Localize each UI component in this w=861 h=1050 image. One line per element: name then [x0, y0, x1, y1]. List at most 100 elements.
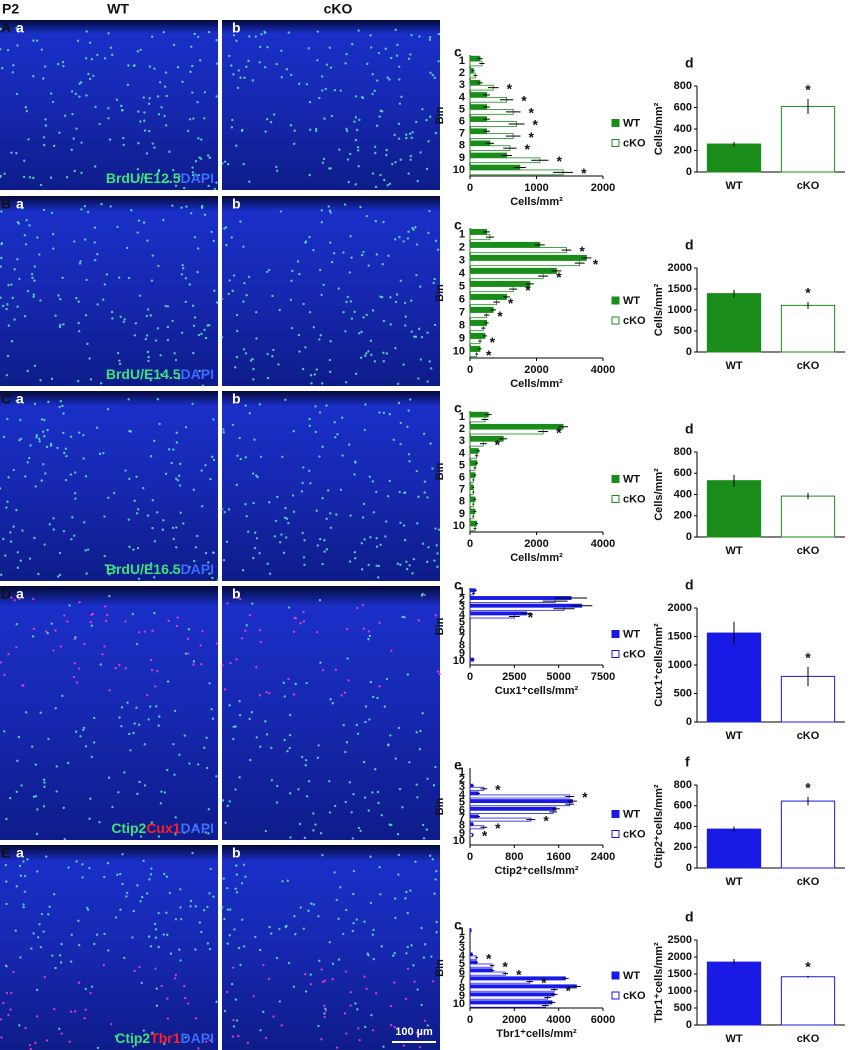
cell-dot: [228, 704, 231, 707]
cell-dot: [292, 630, 296, 633]
cell-dot: [12, 525, 15, 528]
cell-dot: [192, 663, 195, 666]
y-tick-label: 600: [674, 800, 692, 812]
stain-label: BrdU/E14.5DAPI: [106, 366, 214, 382]
cell-dot: [74, 497, 77, 500]
y-tick-label: 8: [459, 820, 465, 832]
cell-dot: [30, 272, 34, 276]
cell-dot: [426, 496, 429, 499]
cell-dot: [118, 716, 121, 719]
cell-dot: [239, 963, 242, 967]
cell-dot: [358, 118, 361, 122]
cell-dot: [300, 755, 304, 759]
cell-dot: [0, 265, 2, 268]
cell-dot: [146, 514, 150, 517]
cell-dot: [168, 150, 171, 153]
y-tick-label: 1500: [668, 630, 692, 642]
cell-dot: [280, 1024, 284, 1027]
cell-dot: [210, 707, 213, 711]
cell-dot: [85, 572, 88, 575]
legend-label: WT: [623, 117, 640, 129]
legend-swatch: [611, 495, 620, 503]
cell-dot: [163, 114, 166, 118]
cell-dot: [206, 905, 209, 909]
cell-dot: [419, 285, 422, 288]
cell-dot: [142, 96, 145, 99]
cell-dot: [105, 273, 109, 276]
cell-dot: [207, 30, 211, 34]
cell-dot: [185, 205, 188, 208]
cell-dot: [226, 602, 229, 605]
cell-dot: [375, 564, 378, 567]
cell-dot: [18, 1024, 21, 1027]
cell-dot: [205, 1040, 208, 1043]
cell-dot: [369, 855, 372, 858]
cell-dot: [148, 65, 152, 68]
cell-dot: [331, 962, 335, 966]
cell-dot: [221, 162, 224, 165]
cell-dot: [364, 720, 367, 724]
legend-label: WT: [623, 970, 640, 982]
significance: *: [521, 92, 527, 108]
cell-dot: [112, 491, 116, 495]
cell-dot: [66, 620, 69, 623]
cell-dot: [232, 1025, 236, 1028]
cell-dot: [149, 455, 153, 458]
cell-dot: [226, 162, 230, 166]
cell-dot: [235, 864, 238, 867]
cell-dot: [360, 330, 363, 334]
cell-dot: [155, 987, 158, 990]
cell-dot: [394, 238, 397, 241]
cell-dot: [378, 411, 381, 414]
cell-dot: [252, 501, 255, 505]
cell-dot: [34, 1041, 37, 1045]
cell-dot: [174, 833, 177, 836]
cell-dot: [157, 170, 161, 173]
cell-dot: [380, 814, 383, 817]
cell-dot: [262, 1010, 265, 1014]
cell-dot: [188, 566, 191, 569]
cell-dot: [150, 279, 154, 282]
y-tick-label: 2: [459, 934, 465, 946]
cell-dot: [58, 405, 61, 409]
cell-dot: [16, 220, 20, 224]
y-tick-label: 2000: [668, 602, 692, 614]
cell-dot: [103, 645, 106, 648]
cell-dot: [269, 120, 273, 124]
cell-dot: [299, 906, 302, 909]
cell-dot: [24, 1026, 27, 1030]
cell-dot: [222, 877, 225, 880]
cell-dot: [255, 337, 258, 340]
panel-label: c: [454, 917, 462, 933]
cell-dot: [163, 791, 167, 794]
cell-dot: [176, 479, 180, 482]
cell-dot: [18, 864, 22, 868]
cell-dot: [166, 768, 169, 772]
x-tick-label: 0: [467, 364, 473, 376]
y-tick-label: 4: [459, 789, 466, 801]
cell-dot: [321, 496, 324, 500]
panel-label: d: [685, 55, 694, 71]
cell-dot: [20, 784, 23, 787]
cell-dot: [23, 890, 27, 893]
cell-dot: [5, 965, 8, 968]
cell-dot: [15, 152, 18, 155]
cell-dot: [164, 304, 167, 308]
cell-dot: [187, 1002, 190, 1005]
y-axis-label: Bin: [434, 797, 446, 815]
bar: [469, 423, 564, 430]
cell-dot: [393, 1026, 396, 1029]
cell-dot: [73, 534, 76, 537]
cell-dot: [42, 77, 45, 80]
cell-dot: [388, 182, 392, 186]
cell-dot: [247, 275, 251, 279]
cell-dot: [385, 153, 388, 157]
cell-dot: [67, 761, 70, 765]
cell-dot: [207, 808, 211, 811]
cell-dot: [188, 283, 192, 286]
cell-dot: [342, 932, 345, 936]
cell-dot: [137, 176, 141, 179]
cell-dot: [382, 319, 386, 323]
cell-dot: [140, 981, 143, 985]
cell-dot: [301, 367, 305, 371]
